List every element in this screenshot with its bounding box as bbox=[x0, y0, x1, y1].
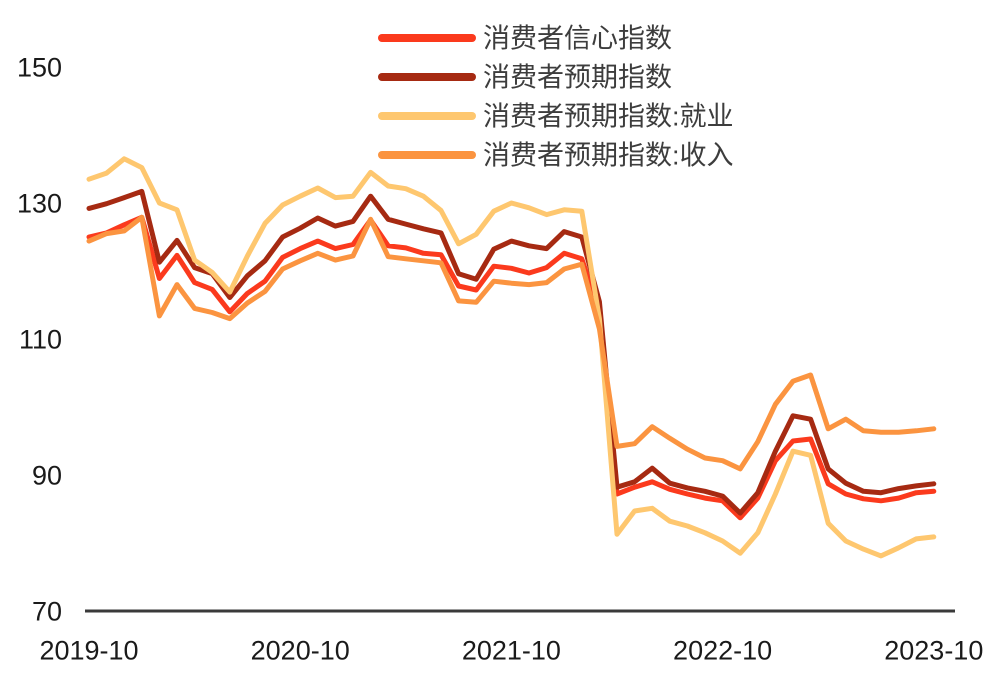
x-tick-label: 2023-10 bbox=[884, 635, 983, 665]
x-tick-label: 2021-10 bbox=[462, 635, 561, 665]
y-tick-label: 90 bbox=[32, 460, 62, 490]
legend-label-consumer-confidence-index: 消费者信心指数 bbox=[483, 23, 672, 53]
y-tick-label: 110 bbox=[19, 324, 62, 354]
legend-label-consumer-expectation-index: 消费者预期指数 bbox=[483, 62, 672, 92]
series-line-consumer-confidence-index bbox=[86, 214, 937, 521]
x-tick-label: 2022-10 bbox=[673, 635, 772, 665]
series-line-consumer-expectation-index bbox=[86, 188, 937, 516]
legend-label-consumer-expectation-income: 消费者预期指数:收入 bbox=[483, 140, 734, 170]
y-tick-label: 130 bbox=[17, 188, 62, 218]
y-tick-label: 70 bbox=[32, 596, 62, 626]
x-tick-label: 2020-10 bbox=[251, 635, 350, 665]
x-tick-label: 2019-10 bbox=[39, 635, 138, 665]
legend-label-consumer-expectation-employment: 消费者预期指数:就业 bbox=[483, 101, 734, 131]
series-line-consumer-expectation-employment bbox=[86, 156, 937, 559]
series-line-consumer-expectation-income bbox=[86, 214, 937, 472]
y-tick-label: 150 bbox=[17, 52, 62, 82]
